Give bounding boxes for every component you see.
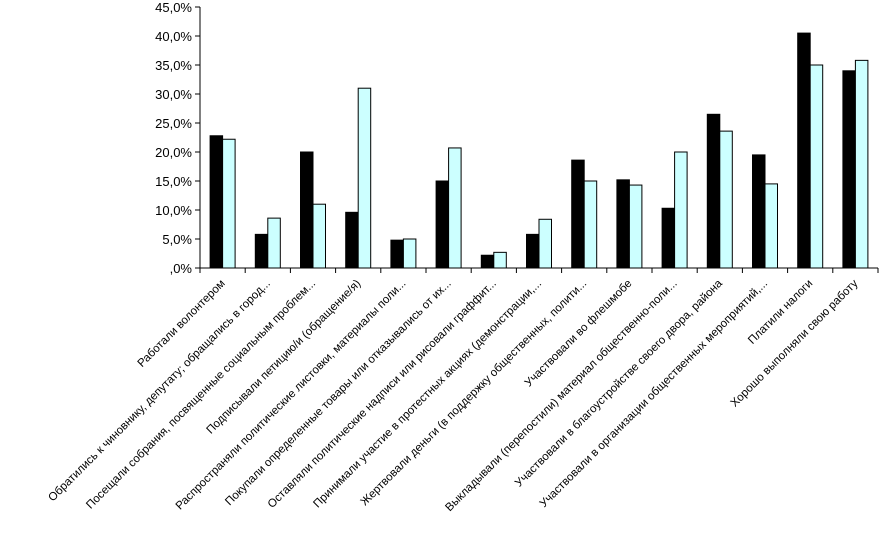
y-tick-label: 40,0%: [155, 29, 192, 44]
bar-series2-9: [628, 184, 643, 269]
bar-series1-4: [390, 239, 404, 269]
x-category-label: Подписывали петицию/и (обращение/я): [204, 278, 363, 437]
bar-series2-2: [312, 203, 326, 269]
bar-series1-10: [661, 207, 676, 269]
bar-series1-0: [209, 135, 224, 269]
bar-series2-5: [448, 147, 462, 269]
x-category-label: Обратились к чиновнику, депутату; обраща…: [46, 278, 273, 505]
y-tick-label: 25,0%: [155, 116, 192, 131]
bar-series1-13: [797, 32, 811, 269]
bar-series1-2: [300, 151, 314, 269]
bar-series1-3: [345, 211, 359, 269]
bar-series1-6: [480, 254, 495, 269]
bar-series2-8: [583, 180, 598, 269]
bar-series2-0: [222, 138, 236, 269]
bar-series2-10: [674, 151, 688, 269]
bar-series1-8: [571, 159, 585, 269]
bar-series2-4: [402, 238, 417, 269]
y-tick-label: 45,0%: [155, 0, 192, 15]
y-tick-label: 30,0%: [155, 87, 192, 102]
bar-series2-7: [538, 218, 552, 269]
y-tick-label: 5,0%: [162, 232, 192, 247]
bar-series2-13: [809, 64, 824, 269]
y-tick-label: 10,0%: [155, 203, 192, 218]
y-tick-label: 15,0%: [155, 174, 192, 189]
x-axis: [199, 267, 879, 273]
bar-series2-1: [267, 217, 281, 269]
bar-series1-7: [526, 233, 540, 269]
x-category-label: Участвовали в благоустройстве своего дво…: [513, 277, 725, 489]
x-category-label: Работали волонтером: [136, 278, 228, 370]
bar-series2-14: [854, 59, 869, 269]
bar-series1-11: [706, 113, 721, 269]
y-tick-label: ,0%: [170, 261, 193, 276]
bar-series1-1: [254, 233, 269, 269]
bar-series1-12: [752, 154, 766, 269]
bar-series1-14: [842, 70, 856, 269]
bar-series1-9: [616, 179, 630, 269]
y-tick-label: 35,0%: [155, 58, 192, 73]
bar-series2-12: [764, 183, 778, 269]
y-axis: ,0% 5,0% 10,0% 15,0% 20,0% 25,0% 30,0% 35,0% 40,…: [155, 0, 201, 276]
bar-series2-3: [357, 87, 372, 269]
y-tick-label: 20,0%: [155, 145, 192, 160]
bar-series2-6: [493, 251, 507, 269]
bars: [209, 32, 869, 269]
bar-series1-5: [435, 180, 450, 269]
x-category-label: Принимали участие в протестных акциях (д…: [311, 278, 544, 511]
bar-series2-11: [719, 130, 733, 269]
